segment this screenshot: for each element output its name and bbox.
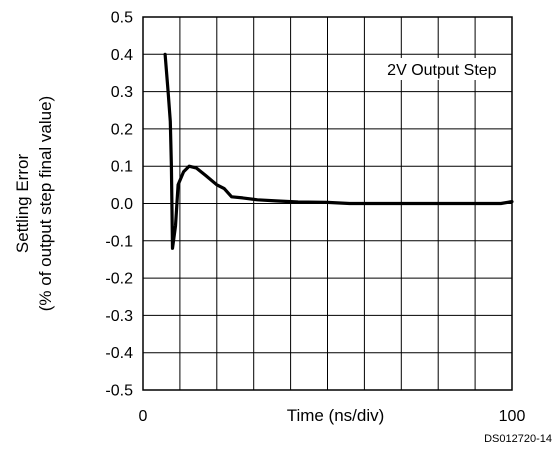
y-tick-label: -0.2 bbox=[105, 271, 133, 288]
y-tick-label: -0.4 bbox=[105, 345, 133, 362]
y-tick-label: 0.0 bbox=[111, 196, 133, 213]
y-tick-label: -0.5 bbox=[105, 383, 133, 400]
y-axis-title-line2: (% of output step final value) bbox=[36, 96, 55, 311]
annotation-background bbox=[372, 58, 511, 80]
y-tick-label: 0.3 bbox=[111, 84, 133, 101]
x-tick-labels: 0 100 bbox=[139, 408, 526, 425]
y-axis-title-line1: Settling Error bbox=[13, 154, 32, 254]
x-tick-label: 0 bbox=[139, 408, 148, 425]
y-tick-label: 0.5 bbox=[111, 10, 133, 27]
figure-code: DS012720-14 bbox=[484, 433, 552, 445]
annotation-label: 2V Output Step bbox=[387, 62, 497, 79]
y-tick-label: 0.1 bbox=[111, 159, 133, 176]
y-tick-label: -0.1 bbox=[105, 233, 133, 250]
y-tick-label: -0.3 bbox=[105, 308, 133, 325]
y-tick-label: 0.4 bbox=[111, 47, 133, 64]
y-tick-label: 0.2 bbox=[111, 121, 133, 138]
plot-frame bbox=[142, 16, 513, 391]
settling-error-line bbox=[163, 52, 514, 250]
y-tick-labels: 0.5 0.4 0.3 0.2 0.1 0.0 -0.1 -0.2 -0.3 -0.4 -0.5 bbox=[105, 10, 133, 400]
x-tick-label: 100 bbox=[499, 408, 526, 425]
x-axis-title: Time (ns/div) bbox=[287, 406, 385, 425]
